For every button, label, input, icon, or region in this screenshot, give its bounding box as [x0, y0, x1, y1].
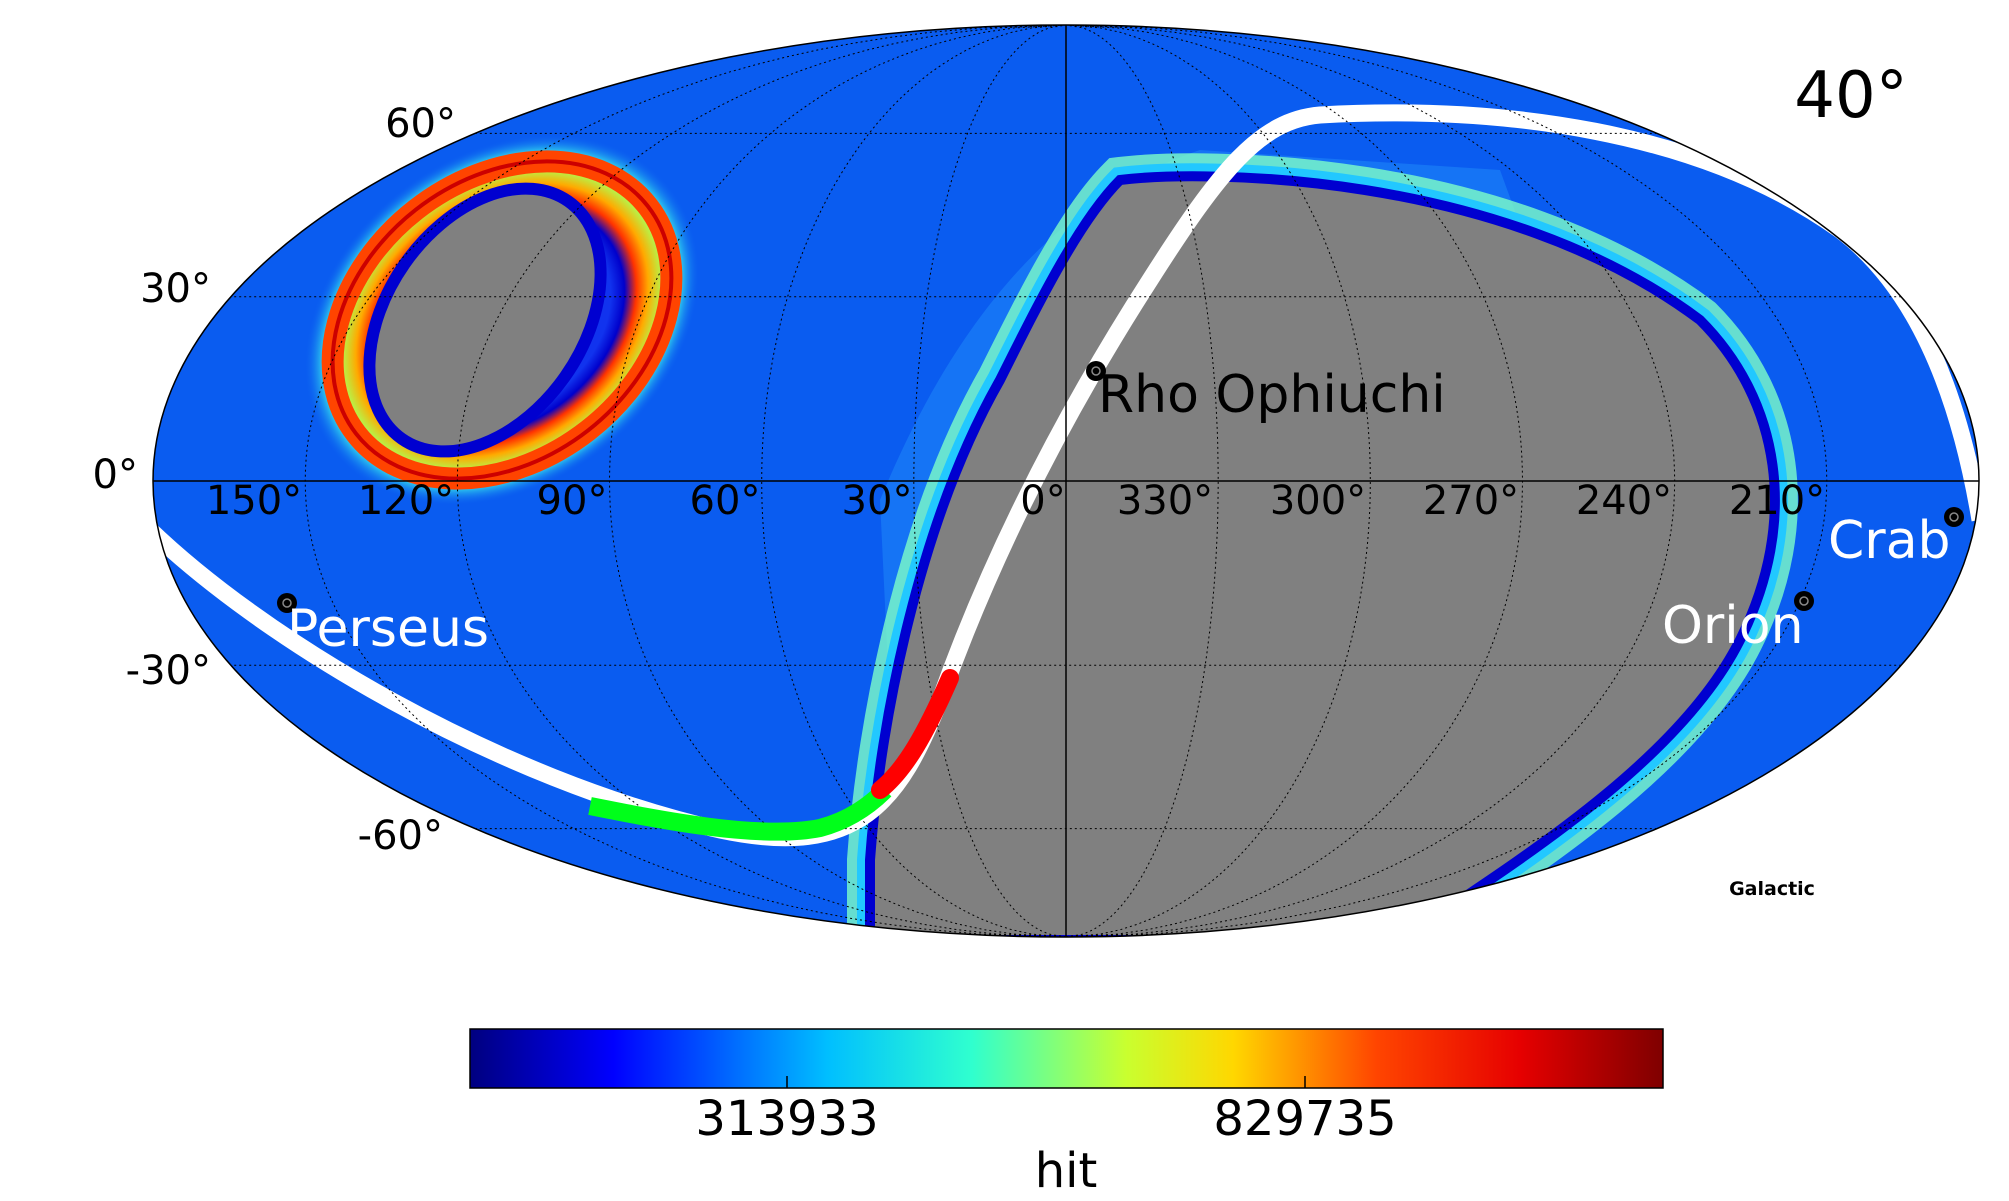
lon-label-240: 240°	[1576, 478, 1672, 524]
source-label-rho-ophiuchi: Rho Ophiuchi	[1098, 365, 1446, 425]
map-title: 40°	[1794, 59, 1907, 133]
lon-label-210: 210°	[1729, 478, 1825, 524]
lon-label-120: 120°	[358, 478, 454, 524]
lat-label-30: 30°	[140, 266, 211, 312]
lat-label-60: 60°	[385, 101, 456, 147]
source-label-crab: Crab	[1828, 511, 1951, 571]
lon-label-300: 300°	[1270, 478, 1366, 524]
colorbar-label: hit	[1035, 1143, 1098, 1199]
scan-track-red	[871, 669, 959, 799]
lon-label-60: 60°	[690, 478, 761, 524]
lat-label-neg60: -60°	[358, 813, 443, 859]
source-marker-rho-ophiuchi	[1086, 361, 1106, 381]
graticule-meridian	[1065, 24, 1219, 938]
source-label-orion: Orion	[1662, 596, 1804, 656]
source-label-perseus: Perseus	[287, 599, 489, 659]
sky-outline	[152, 24, 1980, 938]
colorbar-tick-label-2: 829735	[1213, 1091, 1396, 1147]
lon-label-90: 90°	[537, 478, 608, 524]
graticule-meridian	[913, 24, 1067, 938]
source-marker-perseus	[277, 593, 297, 613]
colorbar-tick-label-1: 313933	[695, 1091, 878, 1147]
lat-label-neg30: -30°	[126, 648, 211, 694]
source-marker-crab	[1944, 507, 1964, 527]
lat-label-0: 0°	[93, 452, 138, 498]
source-marker-orion	[1794, 591, 1814, 611]
coord-system-label: Galactic	[1729, 878, 1815, 900]
lon-label-150: 150°	[206, 478, 302, 524]
lon-label-30: 30°	[842, 478, 913, 524]
hit-ring-blue	[363, 182, 607, 458]
hit-ring-red-inner	[330, 159, 674, 481]
scan-track-green	[588, 783, 892, 841]
lon-label-0: 0°	[1020, 478, 1065, 524]
colorbar	[469, 1028, 1664, 1089]
lon-label-330: 330°	[1117, 478, 1213, 524]
lon-label-270: 270°	[1423, 478, 1519, 524]
